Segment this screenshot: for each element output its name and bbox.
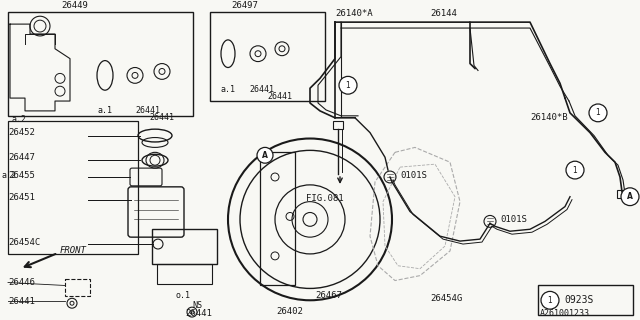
Text: 1: 1 — [346, 81, 350, 90]
Text: 1: 1 — [548, 296, 552, 305]
Text: 26454C: 26454C — [8, 237, 40, 247]
Text: a.2: a.2 — [12, 115, 27, 124]
Text: A261001233: A261001233 — [540, 309, 590, 318]
Text: 26446: 26446 — [8, 278, 35, 287]
Text: 1: 1 — [596, 108, 600, 117]
Text: NS: NS — [192, 301, 202, 310]
Bar — [260, 152, 295, 285]
Text: 0101S: 0101S — [500, 215, 527, 224]
Text: FIG.081: FIG.081 — [306, 194, 344, 203]
Bar — [8, 12, 193, 116]
Bar — [8, 121, 138, 254]
Text: 26467: 26467 — [315, 291, 342, 300]
Text: 26449: 26449 — [61, 1, 88, 10]
Circle shape — [339, 76, 357, 94]
Text: 26454G: 26454G — [430, 294, 462, 303]
Text: 0923S: 0923S — [564, 295, 593, 305]
Text: 26441: 26441 — [8, 297, 35, 306]
Text: FRONT: FRONT — [60, 246, 87, 255]
Circle shape — [257, 148, 273, 163]
Text: 26441: 26441 — [268, 92, 292, 101]
Bar — [617, 190, 625, 198]
Bar — [333, 121, 343, 129]
Text: a.2: a.2 — [2, 171, 17, 180]
Text: 26451: 26451 — [8, 193, 35, 202]
Text: 26441: 26441 — [150, 113, 175, 122]
Text: 26497: 26497 — [232, 1, 259, 10]
Text: 26441: 26441 — [136, 106, 161, 115]
Text: 26455: 26455 — [8, 171, 35, 180]
Text: 26140*B: 26140*B — [530, 113, 568, 122]
Text: 26441: 26441 — [250, 85, 275, 94]
Bar — [65, 279, 90, 296]
Bar — [538, 285, 633, 315]
Text: 1: 1 — [573, 165, 577, 175]
Text: 26441: 26441 — [185, 309, 212, 318]
Circle shape — [541, 292, 559, 309]
Text: o.1: o.1 — [175, 291, 190, 300]
Text: A: A — [262, 151, 268, 160]
Bar — [157, 264, 212, 284]
Circle shape — [621, 188, 639, 205]
Text: 26140*A: 26140*A — [335, 9, 372, 18]
Text: 26144: 26144 — [430, 9, 457, 18]
Text: a.1: a.1 — [97, 106, 113, 115]
Text: 0101S: 0101S — [400, 171, 427, 180]
Text: a.1: a.1 — [221, 85, 236, 94]
Circle shape — [566, 161, 584, 179]
Text: 26402: 26402 — [276, 307, 303, 316]
Circle shape — [589, 104, 607, 122]
Text: 26447: 26447 — [8, 153, 35, 162]
Text: A: A — [627, 192, 633, 201]
Bar — [210, 12, 325, 101]
Text: 26452: 26452 — [8, 128, 35, 137]
Bar — [152, 229, 217, 264]
